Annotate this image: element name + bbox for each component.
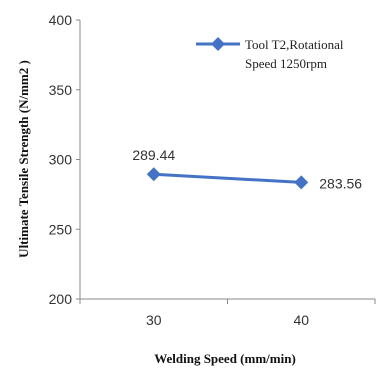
y-tick-labels: 200 250 300 350 400 — [49, 12, 73, 307]
legend-label-line-1: Tool T2,Rotational — [245, 37, 344, 52]
legend-diamond-marker — [211, 37, 225, 51]
y-axis-title: Ultimate Tensile Strength (N/mm2 ) — [16, 60, 31, 258]
axes — [76, 19, 376, 304]
y-tick-label: 300 — [49, 152, 73, 168]
series-line — [153, 172, 302, 184]
x-axis-title: Welding Speed (mm/min) — [154, 351, 296, 366]
y-tick-label: 400 — [49, 12, 73, 28]
data-label: 289.44 — [132, 147, 175, 163]
x-tick-label: 40 — [293, 312, 309, 328]
data-labels: 289.44 283.56 — [132, 147, 362, 191]
series-layer — [146, 167, 309, 190]
x-tick-labels: 30 40 — [146, 312, 309, 328]
y-tick-label: 350 — [49, 82, 73, 98]
y-tick-label: 250 — [49, 221, 73, 237]
y-tick-label: 200 — [49, 291, 73, 307]
data-label: 283.56 — [319, 175, 362, 191]
legend-label-line-2: Speed 1250rpm — [245, 56, 327, 71]
legend: Tool T2,Rotational Speed 1250rpm — [196, 37, 344, 71]
data-point-marker — [146, 167, 161, 182]
data-point-marker — [294, 175, 309, 190]
x-tick-label: 30 — [146, 312, 162, 328]
